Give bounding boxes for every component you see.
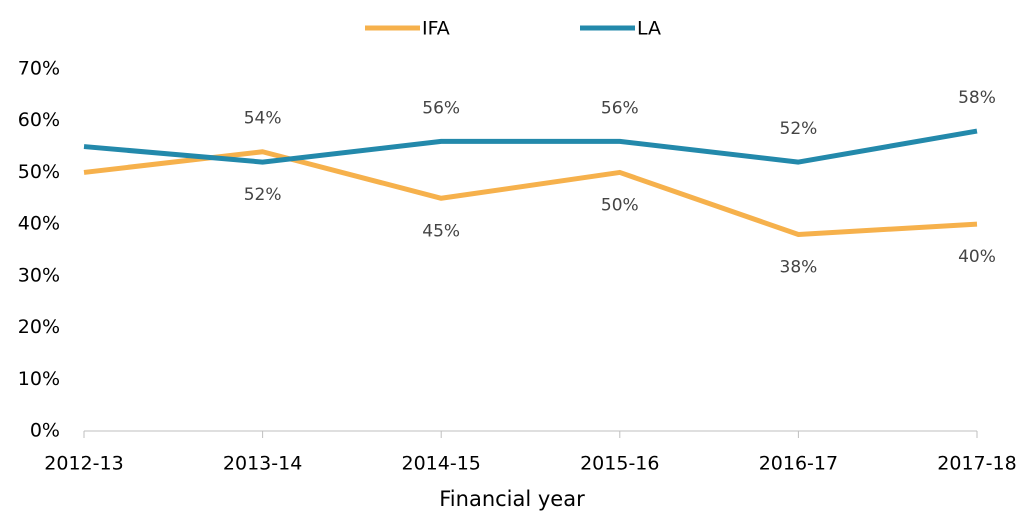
data-label: 56% (422, 98, 460, 118)
y-tick-label: 40% (18, 213, 60, 235)
x-tick-label: 2012-13 (44, 453, 123, 475)
data-label: 52% (244, 185, 282, 205)
y-tick-label: 0% (30, 420, 60, 442)
data-label: 38% (780, 257, 818, 277)
legend-label: LA (637, 18, 661, 40)
data-label: 56% (601, 98, 639, 118)
x-tick-label: 2014-15 (402, 453, 481, 475)
x-tick-label: 2013-14 (223, 453, 302, 475)
data-label: 54% (244, 109, 282, 129)
y-tick-label: 10% (18, 368, 60, 390)
y-tick-label: 70% (18, 58, 60, 80)
x-tick-label: 2016-17 (759, 453, 838, 475)
legend-label: IFA (422, 18, 450, 40)
y-tick-label: 60% (18, 109, 60, 131)
data-label: 50% (601, 195, 639, 215)
data-label: 45% (422, 221, 460, 241)
y-tick-label: 30% (18, 264, 60, 286)
x-axis-title: Financial year (439, 487, 585, 511)
data-label: 40% (958, 247, 996, 267)
x-tick-label: 2017-18 (937, 453, 1016, 475)
x-tick-label: 2015-16 (580, 453, 659, 475)
line (83, 149, 978, 237)
line (83, 128, 978, 165)
data-label: 58% (958, 88, 996, 108)
data-label: 52% (780, 119, 818, 139)
y-tick-label: 50% (18, 161, 60, 183)
y-tick-label: 20% (18, 316, 60, 338)
